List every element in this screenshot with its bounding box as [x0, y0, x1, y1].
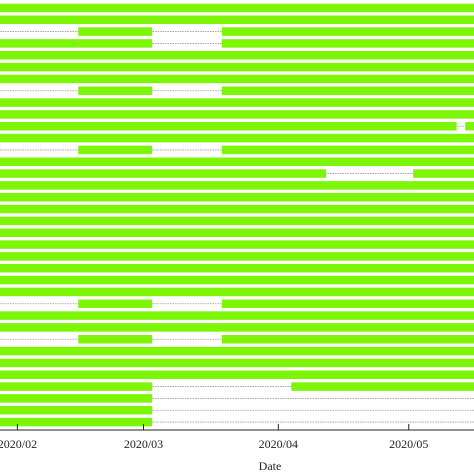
- bar-segment: [0, 358, 474, 368]
- bar-segment: [0, 181, 474, 190]
- bar-segment: [78, 27, 153, 36]
- bar-segment: [0, 50, 474, 60]
- bar-segment: [78, 299, 153, 309]
- bar-row: [0, 98, 474, 107]
- bar-row: [0, 181, 474, 190]
- bar-row: [0, 62, 474, 72]
- bar-row: [0, 263, 474, 273]
- bar-row: [0, 3, 474, 13]
- bar-row: [0, 334, 474, 344]
- bar-segment: [0, 110, 474, 119]
- bar-segment: [465, 121, 474, 131]
- bar-row: [0, 394, 474, 403]
- bar-row: [0, 27, 474, 36]
- bar-row: [0, 50, 474, 60]
- bar-segment: [0, 228, 474, 238]
- bar-row: [0, 323, 474, 332]
- bar-row: [0, 405, 474, 415]
- bar-row: [0, 275, 474, 285]
- bar-segment: [221, 27, 474, 36]
- bar-segment: [0, 275, 474, 285]
- bar-row: [0, 39, 474, 48]
- bar-segment: [78, 334, 153, 344]
- bar-row: [0, 110, 474, 119]
- bar-segment: [0, 417, 153, 427]
- bar-segment: [221, 39, 474, 48]
- bar-segment: [0, 346, 474, 356]
- bar-segment: [0, 39, 79, 48]
- bar-segment: [0, 133, 474, 143]
- bar-segment: [0, 3, 474, 13]
- bar-row: [0, 382, 474, 391]
- bar-segment: [0, 323, 474, 332]
- x-tick-label: 2020/03: [124, 437, 163, 451]
- bar-row: [0, 287, 474, 297]
- bar-segment: [0, 15, 474, 25]
- x-tick-label: 2020/04: [259, 437, 298, 451]
- bar-segment: [0, 98, 474, 107]
- bar-row: [0, 169, 474, 178]
- bar-segment: [0, 370, 474, 380]
- bar-segment: [0, 405, 153, 415]
- x-axis-label: Date: [259, 459, 282, 473]
- bar-row: [0, 157, 474, 167]
- x-tick-label: 2020/02: [0, 437, 37, 451]
- bar-row: [0, 121, 474, 131]
- bar-row: [0, 86, 474, 96]
- bar-segment: [0, 311, 474, 320]
- bar-segment: [221, 334, 474, 344]
- bar-row: [0, 133, 474, 143]
- bar-row: [0, 145, 474, 155]
- bar-row: [0, 216, 474, 226]
- bar-segment: [221, 86, 474, 96]
- bar-segment: [0, 382, 153, 391]
- bar-row: [0, 346, 474, 356]
- bar-segment: [413, 169, 474, 178]
- bar-row: [0, 15, 474, 25]
- bar-row: [0, 417, 474, 427]
- bar-segment: [78, 39, 153, 48]
- bars-layer: [0, 3, 474, 427]
- bar-segment: [0, 169, 327, 178]
- bar-row: [0, 252, 474, 261]
- bar-segment: [0, 252, 474, 261]
- bar-segment: [78, 145, 153, 155]
- bar-segment: [0, 74, 474, 84]
- bar-row: [0, 74, 474, 84]
- bar-segment: [0, 121, 457, 131]
- bar-row: [0, 192, 474, 202]
- bar-segment: [291, 382, 474, 391]
- bar-row: [0, 228, 474, 238]
- bar-row: [0, 370, 474, 380]
- bar-segment: [0, 192, 474, 202]
- bar-segment: [221, 145, 474, 155]
- x-tick-label: 2020/05: [389, 437, 428, 451]
- bar-segment: [0, 394, 153, 403]
- bar-row: [0, 299, 474, 309]
- bar-segment: [78, 86, 153, 96]
- bar-segment: [221, 299, 474, 309]
- bar-segment: [0, 216, 474, 226]
- bar-row: [0, 240, 474, 249]
- bar-segment: [0, 62, 474, 72]
- bar-segment: [0, 263, 474, 273]
- bar-row: [0, 358, 474, 368]
- bar-segment: [0, 240, 474, 249]
- bar-row: [0, 311, 474, 320]
- bar-segment: [0, 157, 474, 167]
- bar-segment: [0, 287, 474, 297]
- bar-row: [0, 204, 474, 214]
- bar-segment: [0, 204, 474, 214]
- x-axis-ticks: 2020/02 2020/03 2020/04 2020/05: [0, 424, 428, 451]
